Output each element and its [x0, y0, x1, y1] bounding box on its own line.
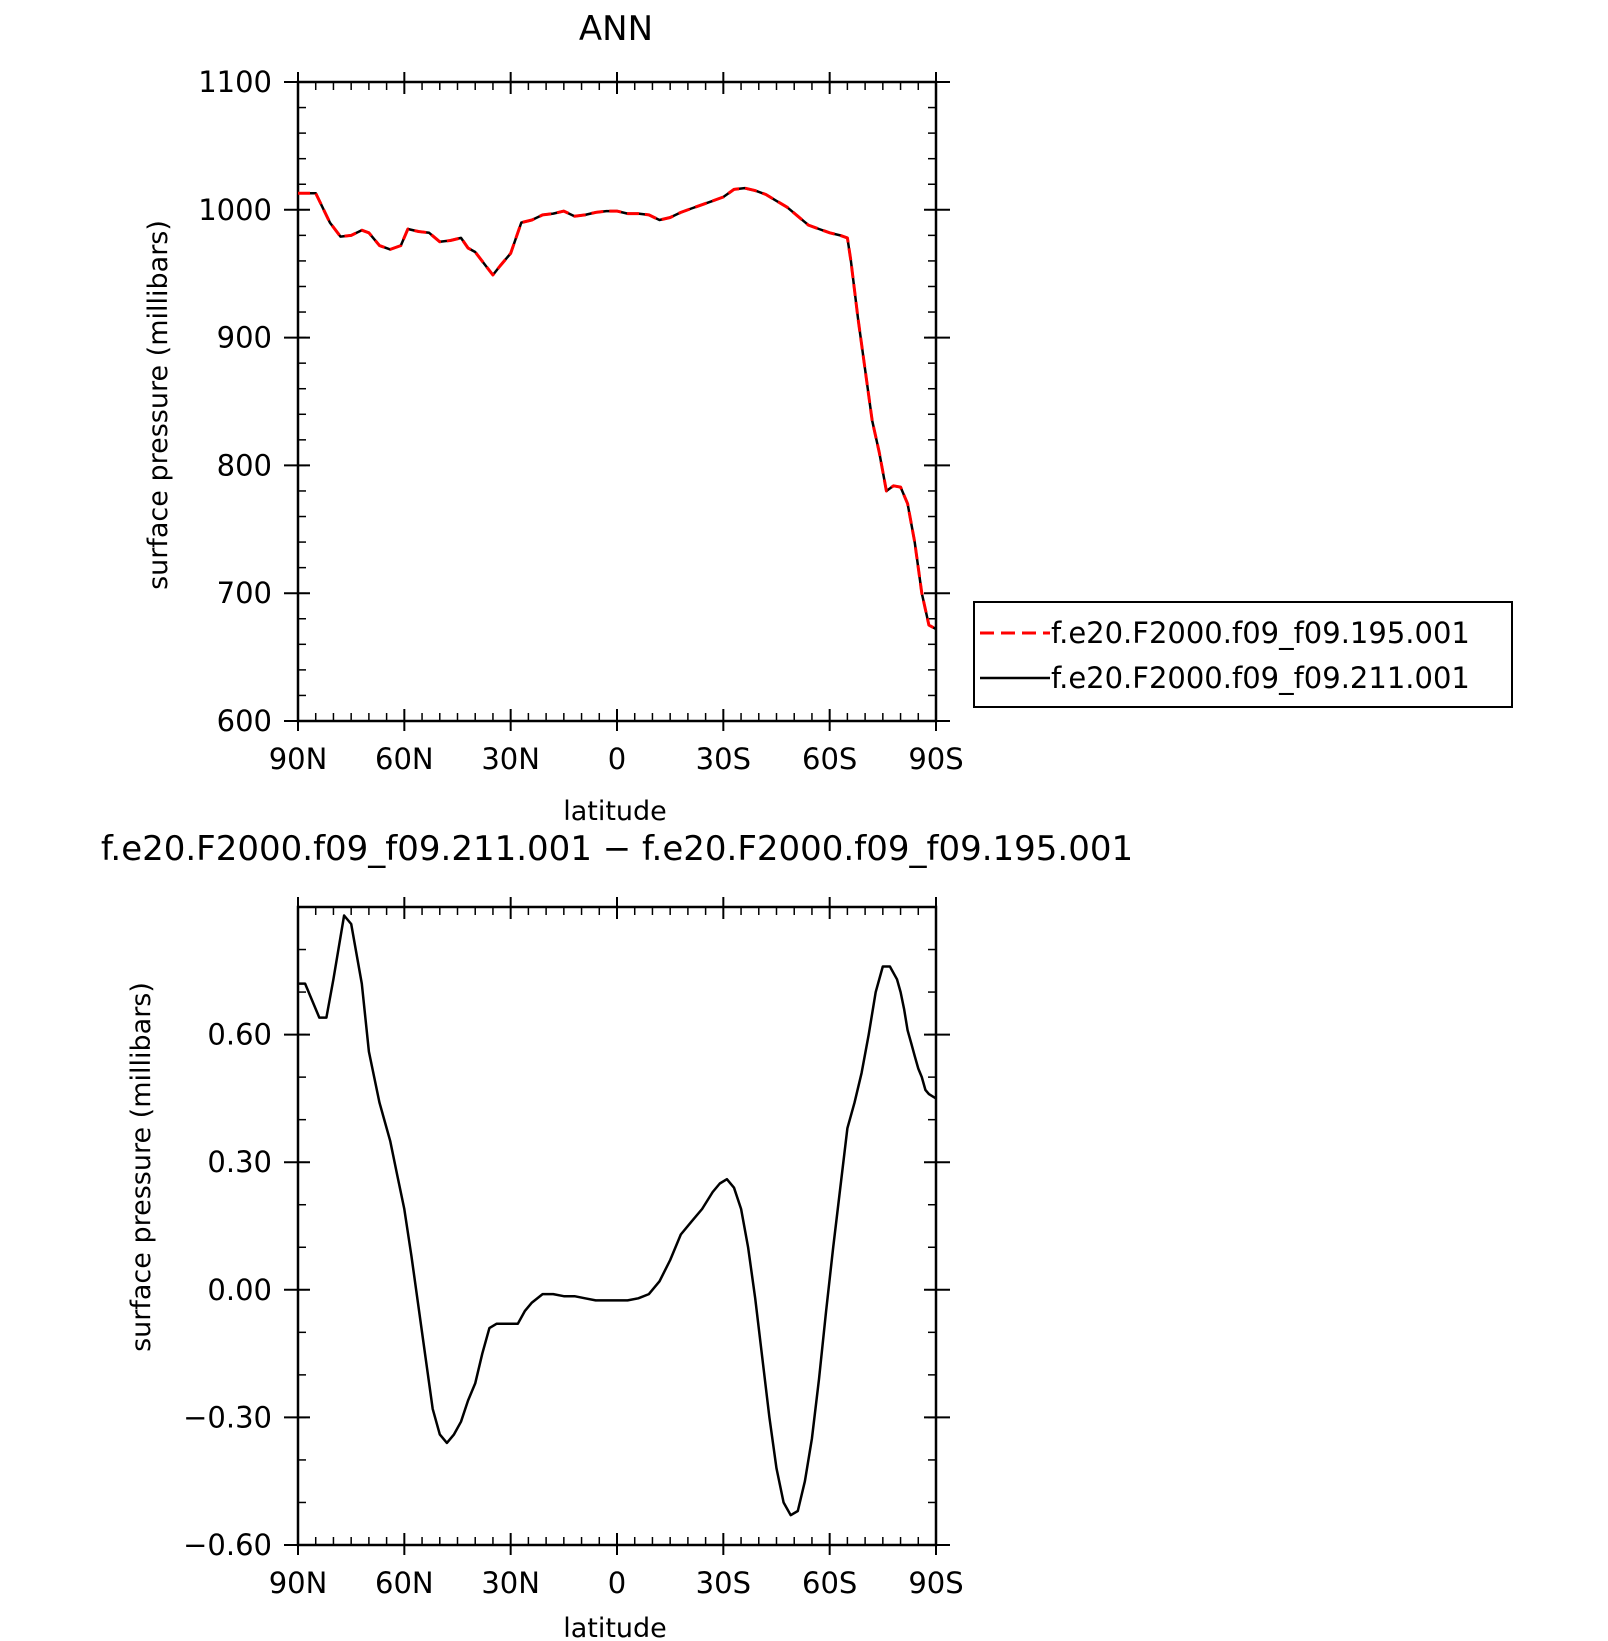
bottom-y-tick-label: 0.00 [207, 1273, 272, 1307]
top-y-tick-label: 800 [217, 448, 272, 482]
legend-label-series-1: f.e20.F2000.f09_f09.195.001 [1051, 616, 1470, 650]
top-series-line-1 [298, 186, 937, 631]
bottom-panel: f.e20.F2000.f09_f09.211.001 − f.e20.F200… [101, 829, 1133, 1641]
top-panel: ANN 90N 60N 30N 0 30S 60S 90S 600 700 800 900 1000 1… [143, 9, 1513, 827]
top-chart-title: ANN [579, 9, 653, 49]
bottom-x-axis-label: latitude [563, 1613, 667, 1641]
top-x-tick-label: 30S [696, 742, 751, 776]
bottom-plot-frame [296, 905, 938, 1547]
top-y-tick-label: 1100 [198, 65, 272, 99]
bottom-x-tick-label: 60S [802, 1566, 857, 1600]
bottom-y-tick-label: −0.60 [183, 1528, 272, 1562]
top-y-tick-label: 700 [217, 576, 272, 610]
bottom-series-line-1 [298, 914, 937, 1517]
top-x-tick-label: 30N [481, 742, 540, 776]
top-y-axis-label: surface pressure (millibars) [143, 220, 174, 590]
bottom-chart-title: f.e20.F2000.f09_f09.211.001 − f.e20.F200… [101, 829, 1133, 869]
top-x-tick-label: 60S [802, 742, 857, 776]
top-x-tick-label: 60N [375, 742, 434, 776]
bottom-y-tick-label: 0.30 [207, 1145, 272, 1179]
top-x-tick-label: 0 [608, 742, 626, 776]
bottom-y-tick-label: −0.30 [183, 1400, 272, 1434]
top-series-line-2 [298, 186, 937, 631]
bottom-x-tick-label: 30N [481, 1566, 540, 1600]
bottom-x-tick-label: 90N [269, 1566, 328, 1600]
top-y-tick-label: 1000 [198, 193, 272, 227]
bottom-y-tick-label: 0.60 [207, 1018, 272, 1052]
top-x-axis-label: latitude [563, 796, 667, 827]
legend-label-series-2: f.e20.F2000.f09_f09.211.001 [1051, 661, 1470, 695]
legend-box [973, 601, 1513, 708]
legend: f.e20.F2000.f09_f09.195.001 f.e20.F2000.… [973, 601, 1513, 708]
bottom-x-tick-label: 30S [696, 1566, 751, 1600]
top-plot-frame [296, 80, 938, 723]
top-y-tick-label: 900 [217, 321, 272, 355]
bottom-plot-area: 90N 60N 30N 0 30S 60S 90S −0.60 −0.30 0.00 0.30 0.6… [183, 897, 964, 1600]
bottom-x-tick-label: 60N [375, 1566, 434, 1600]
top-x-tick-label: 90N [269, 742, 328, 776]
top-plot-area: 90N 60N 30N 0 30S 60S 90S 600 700 800 900 1000 1100 [198, 65, 963, 776]
top-x-tick-label: 90S [908, 742, 963, 776]
top-y-tick-label: 600 [217, 704, 272, 738]
bottom-y-axis-label: surface pressure (millibars) [126, 982, 157, 1352]
bottom-x-tick-label: 0 [608, 1566, 626, 1600]
bottom-x-tick-label: 90S [908, 1566, 963, 1600]
